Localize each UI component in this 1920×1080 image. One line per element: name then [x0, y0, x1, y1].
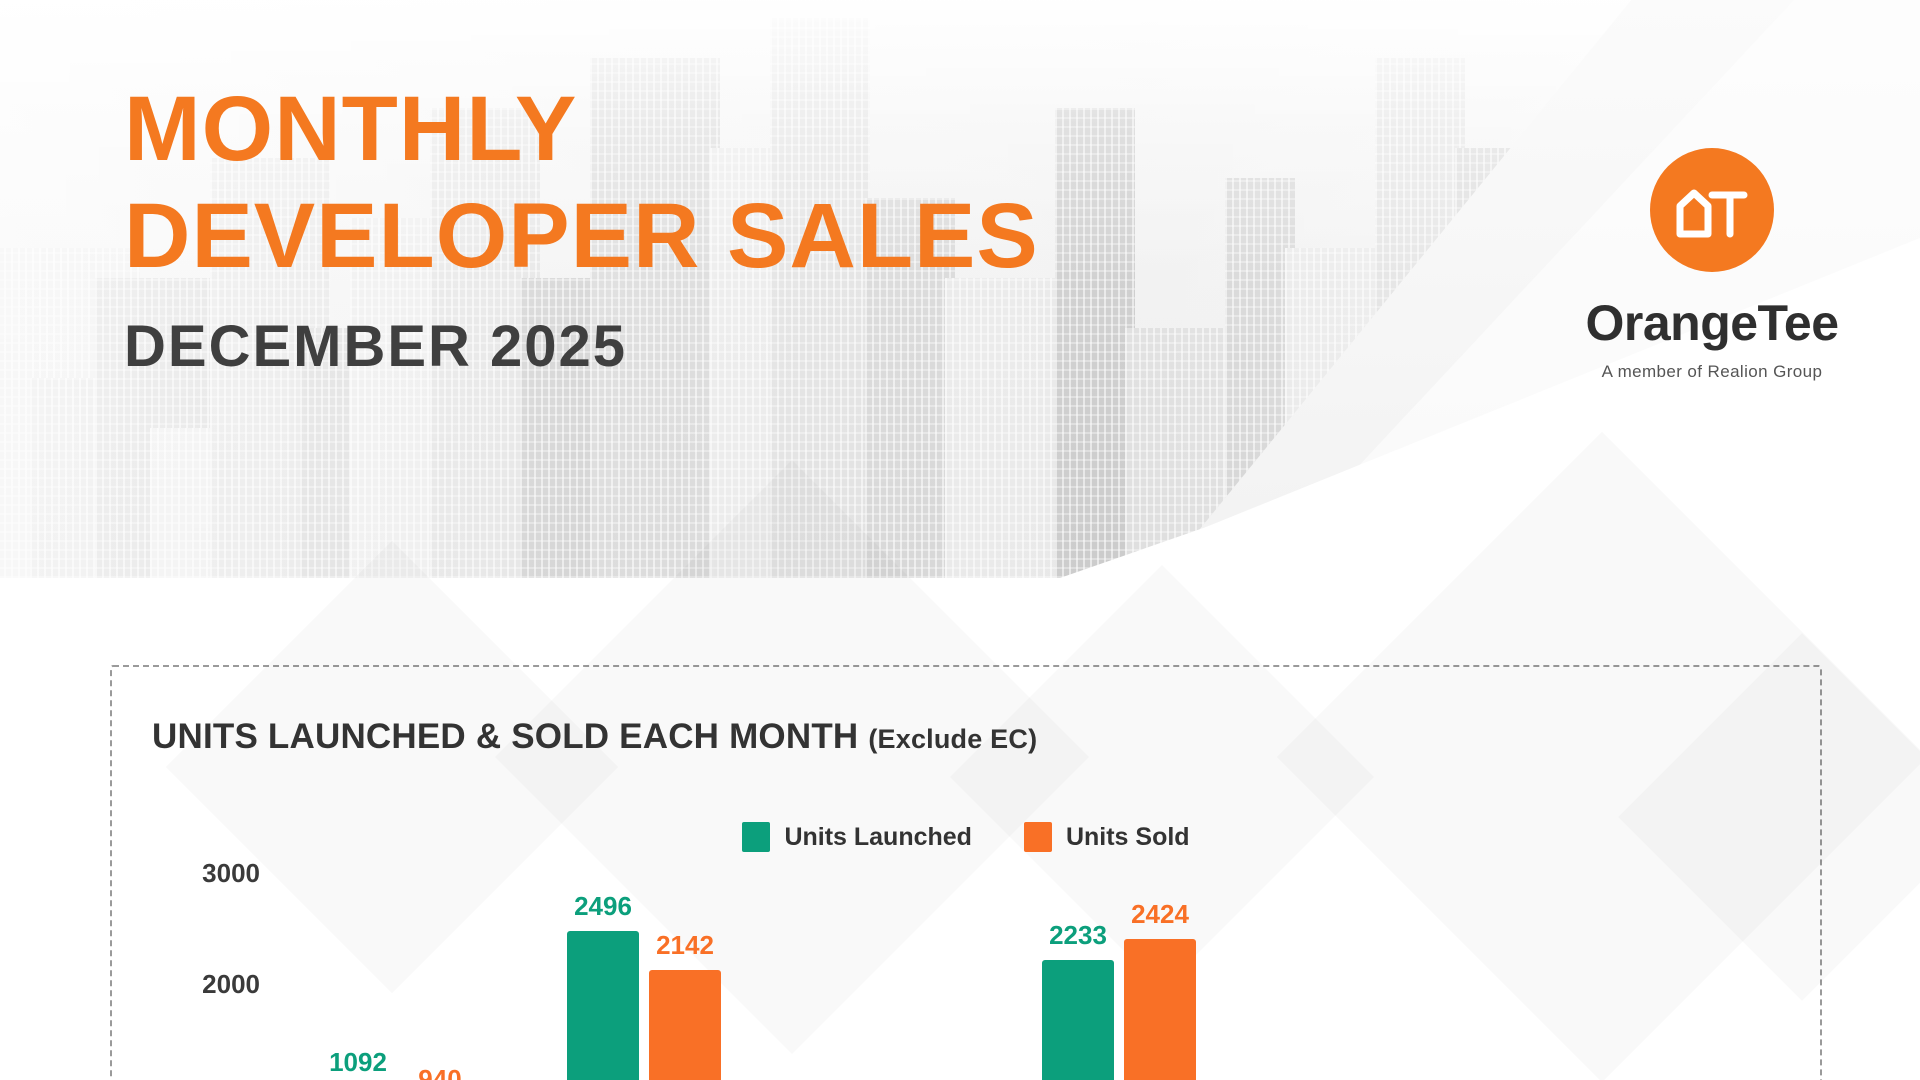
- chart-title: UNITS LAUNCHED & SOLD EACH MONTH (Exclud…: [152, 717, 1037, 757]
- legend-item[interactable]: Units Launched: [742, 822, 972, 852]
- chart-title-suffix: (Exclude EC): [868, 724, 1038, 754]
- bar-value-label: 2496: [574, 890, 632, 921]
- chart-plot-area: 30002000100010929402496214222332424: [112, 667, 1824, 1080]
- chart-bar[interactable]: [1124, 938, 1196, 1080]
- legend-swatch-icon: [1023, 822, 1052, 852]
- y-axis-tick-label: 2000: [202, 969, 260, 999]
- chart-bar[interactable]: [567, 930, 639, 1080]
- chart-bar[interactable]: [1042, 960, 1114, 1080]
- chart-panel: UNITS LAUNCHED & SOLD EACH MONTH (Exclud…: [110, 665, 1822, 1080]
- header-banner: MONTHLY DEVELOPER SALES DECEMBER 2025: [0, 0, 1920, 578]
- bar-value-label: 2424: [1131, 898, 1189, 929]
- bar-value-label: 1092: [329, 1047, 387, 1078]
- page-title: MONTHLY DEVELOPER SALES: [124, 83, 1039, 288]
- bar-value-label: 940: [418, 1064, 462, 1080]
- ot-monogram-icon: [1650, 148, 1774, 272]
- chart-bar[interactable]: [649, 970, 721, 1080]
- bar-value-label: 2233: [1049, 920, 1107, 951]
- legend-item[interactable]: Units Sold: [1023, 822, 1190, 852]
- title-block: MONTHLY DEVELOPER SALES DECEMBER 2025: [124, 83, 1039, 380]
- brand-logo: OrangeTee A member of Realion Group: [1562, 148, 1862, 382]
- legend-label: Units Sold: [1065, 822, 1190, 851]
- logo-tagline: A member of Realion Group: [1601, 362, 1823, 381]
- legend-label: Units Launched: [784, 822, 972, 851]
- chart-legend: Units Launched Units Sold: [112, 822, 1820, 852]
- page-subtitle: DECEMBER 2025: [124, 313, 628, 379]
- title-line-2: DEVELOPER SALES: [124, 185, 1039, 288]
- y-axis-tick-label: 3000: [202, 857, 260, 888]
- title-line-1: MONTHLY: [124, 78, 578, 180]
- logo-wordmark: OrangeTee: [1585, 295, 1840, 351]
- bar-value-label: 2142: [656, 930, 714, 961]
- legend-swatch-icon: [742, 822, 771, 852]
- chart-title-main: UNITS LAUNCHED & SOLD EACH MONTH: [152, 717, 859, 756]
